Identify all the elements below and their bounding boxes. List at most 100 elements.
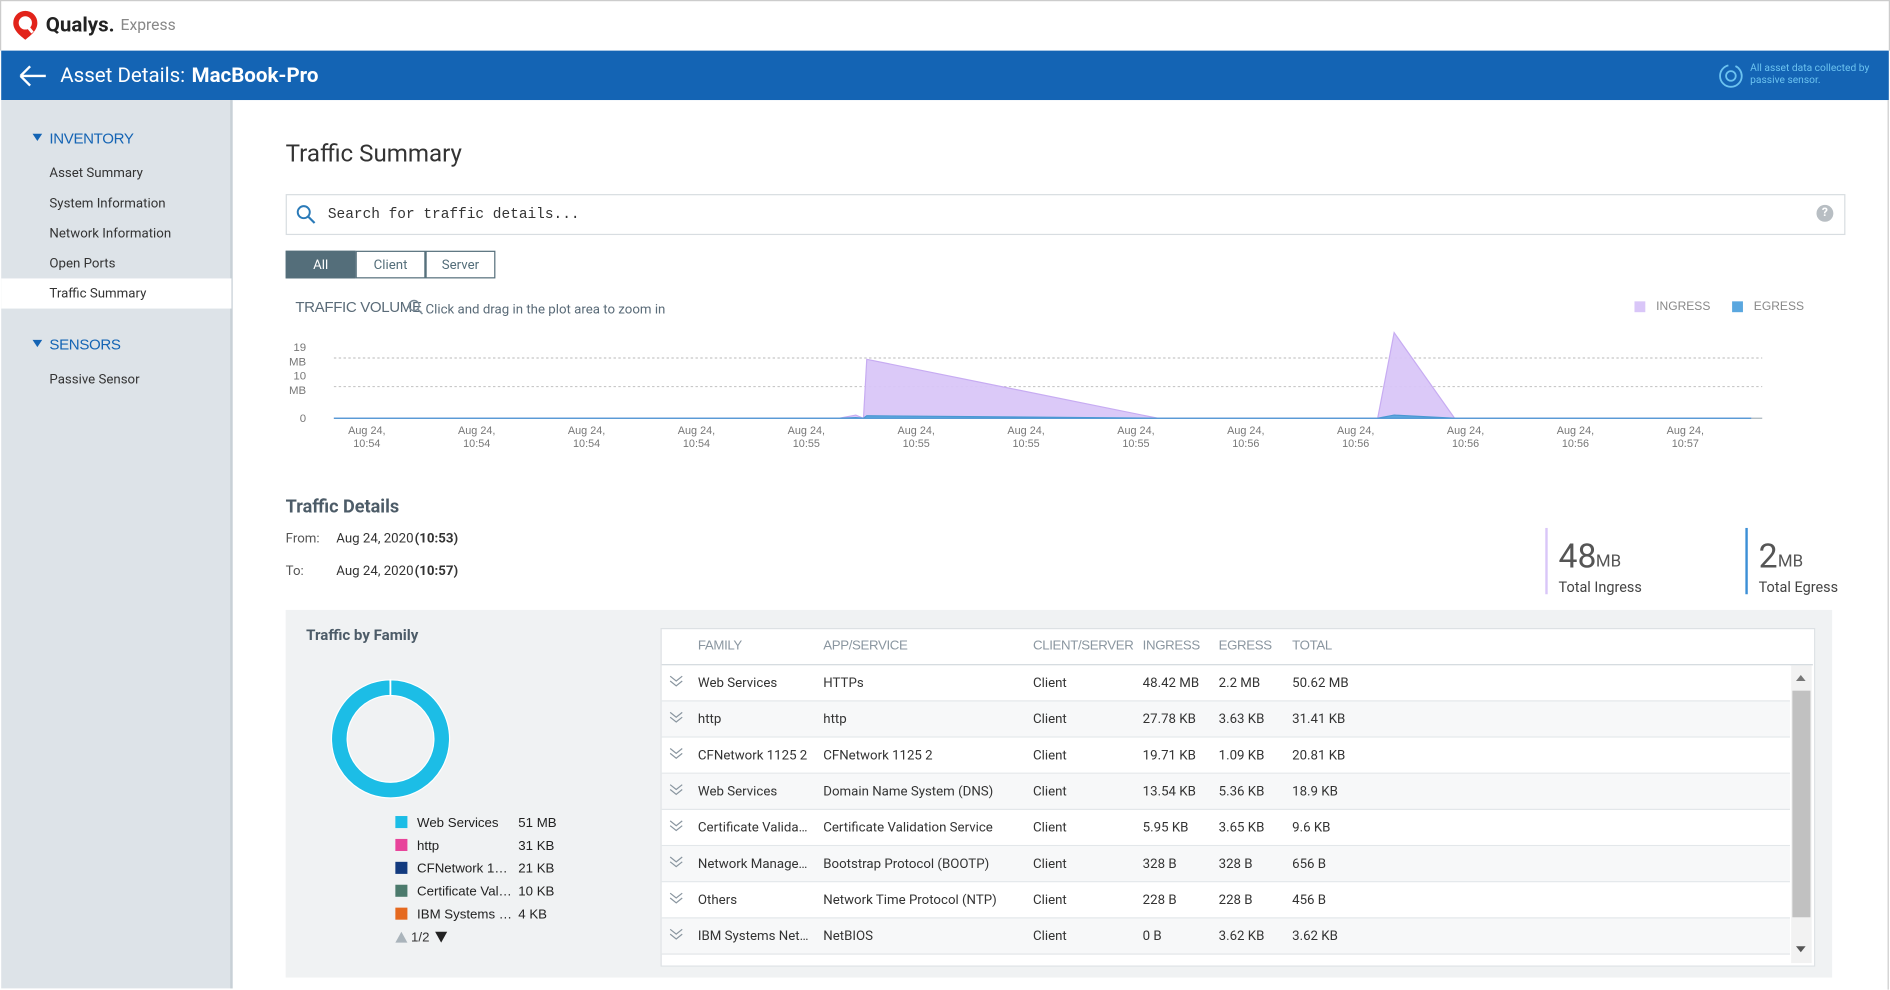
label-line: 10:54	[463, 438, 490, 450]
cell: Client	[1032, 855, 1067, 872]
caret	[32, 339, 43, 348]
area-1	[333, 414, 1752, 419]
family-title: Traffic by Family	[306, 626, 419, 645]
cell: 3.65 KB	[1218, 819, 1265, 836]
label-line: 10:54	[683, 438, 710, 450]
nav-item[interactable]: Passive Sensor	[49, 371, 140, 387]
cell: Client	[1032, 747, 1067, 763]
cell: Certificate Valida…	[697, 819, 808, 836]
cell: 3.62 KB	[1292, 928, 1338, 944]
cell: HTTPs	[823, 675, 864, 691]
expand-chevron[interactable]	[669, 782, 683, 796]
label-line: 10:54	[573, 438, 600, 450]
label-line: 10:54	[353, 438, 380, 450]
cell: 228 B	[1218, 891, 1253, 908]
label-line: Aug 24,	[1557, 425, 1594, 437]
row	[661, 737, 1790, 774]
legend-label: INGRESS	[1656, 299, 1710, 313]
label-line: Aug 24,	[1227, 425, 1264, 437]
expand-chevron[interactable]	[669, 891, 683, 905]
cell: 656 B	[1292, 855, 1327, 872]
label-line: Aug 24,	[458, 425, 495, 437]
asset-label: Asset Details:	[60, 63, 186, 88]
cell: Bootstrap Protocol (BOOTP)	[823, 855, 990, 872]
cell: Client	[1032, 675, 1067, 691]
nav-item[interactable]: Asset Summary	[49, 165, 143, 181]
total-bar	[1745, 527, 1748, 595]
row	[661, 882, 1790, 919]
cell: 0 B	[1142, 928, 1162, 944]
x-tick-label: Aug 24, 10:55	[1007, 425, 1044, 450]
expand-chevron[interactable]	[669, 855, 683, 869]
expand-chevron[interactable]	[669, 710, 683, 724]
cell: 328 B	[1142, 855, 1177, 872]
nav-item[interactable]: System Information	[49, 195, 166, 211]
cell: 228 B	[1142, 891, 1177, 908]
help-icon[interactable]: ?	[1816, 204, 1834, 222]
asset-name: MacBook-Pro	[191, 63, 319, 88]
label-line: MB	[289, 385, 307, 397]
cell: 48.42 MB	[1142, 675, 1200, 691]
filter-button[interactable]: All	[285, 250, 356, 279]
expand-chevron[interactable]	[669, 674, 683, 688]
cell: 9.6 KB	[1292, 819, 1331, 836]
row	[661, 773, 1790, 811]
to-label: To:	[285, 562, 304, 579]
expand-chevron[interactable]	[669, 746, 683, 760]
total-label: Total Ingress	[1558, 578, 1642, 596]
label-line: 10:57	[1672, 438, 1699, 450]
cell: Client	[1032, 819, 1067, 836]
column-header: FAMILY	[697, 638, 742, 654]
y-tick-label: 19 MB	[289, 342, 307, 368]
y-tick-label: 0	[300, 413, 306, 425]
cell: 5.36 KB	[1218, 783, 1265, 800]
cell: CFNetwork 1125 2	[823, 747, 933, 763]
back-button[interactable]	[17, 63, 48, 90]
nav-item[interactable]: Open Ports	[49, 255, 116, 272]
legend-label: EGRESS	[1754, 299, 1804, 313]
x-tick-label: Aug 24, 10:57	[1667, 425, 1704, 450]
label-line: 10	[293, 370, 306, 382]
expand-chevron[interactable]	[669, 927, 683, 941]
cell: 3.62 KB	[1218, 928, 1265, 944]
row	[661, 846, 1790, 883]
note-line: All asset data collected by	[1750, 62, 1870, 75]
scroll-up[interactable]	[1795, 675, 1806, 682]
label-line: 10:55	[903, 438, 930, 450]
header-line	[661, 664, 1813, 666]
scrollbar-thumb[interactable]	[1792, 690, 1811, 918]
expand-chevron[interactable]	[669, 818, 683, 832]
border	[1887, 100, 1889, 990]
from-time: (10:53)	[414, 530, 459, 547]
legend-swatch	[1634, 301, 1646, 313]
x-tick-label: Aug 24, 10:56	[1337, 425, 1374, 450]
x-tick-label: Aug 24, 10:54	[678, 425, 715, 450]
cell: 27.78 KB	[1142, 711, 1196, 727]
label-line: Aug 24,	[1337, 425, 1374, 437]
cell: 3.63 KB	[1218, 711, 1265, 727]
nav-item[interactable]: Network Information	[49, 225, 172, 242]
total-label: Total Egress	[1758, 578, 1839, 596]
cell: http	[697, 711, 722, 727]
label-line: Aug 24,	[678, 425, 715, 437]
column-header: APP/SERVICE	[823, 638, 908, 654]
search-box[interactable]	[285, 194, 1846, 236]
logo-icon	[13, 10, 38, 40]
cell: 5.95 KB	[1142, 819, 1189, 836]
cell: 456 B	[1292, 891, 1327, 908]
filter-button[interactable]: Server	[425, 250, 496, 279]
cell: Web Services	[697, 783, 778, 800]
details-title: Traffic Details	[285, 495, 400, 518]
nav-item[interactable]: Traffic Summary	[49, 285, 147, 302]
label-line: 10:56	[1232, 438, 1259, 450]
cell: Client	[1032, 783, 1067, 800]
zoom-icon	[408, 299, 424, 315]
label-line: 10:56	[1562, 438, 1589, 450]
cell: Certificate Validation Service	[823, 819, 993, 836]
cell: CFNetwork 1125 2	[697, 747, 808, 763]
legend-swatch	[1732, 301, 1743, 313]
label-line: 10:55	[1122, 438, 1149, 450]
filter-button[interactable]: Client	[355, 250, 426, 279]
cell: Web Services	[697, 675, 778, 691]
scroll-down[interactable]	[1795, 946, 1806, 953]
